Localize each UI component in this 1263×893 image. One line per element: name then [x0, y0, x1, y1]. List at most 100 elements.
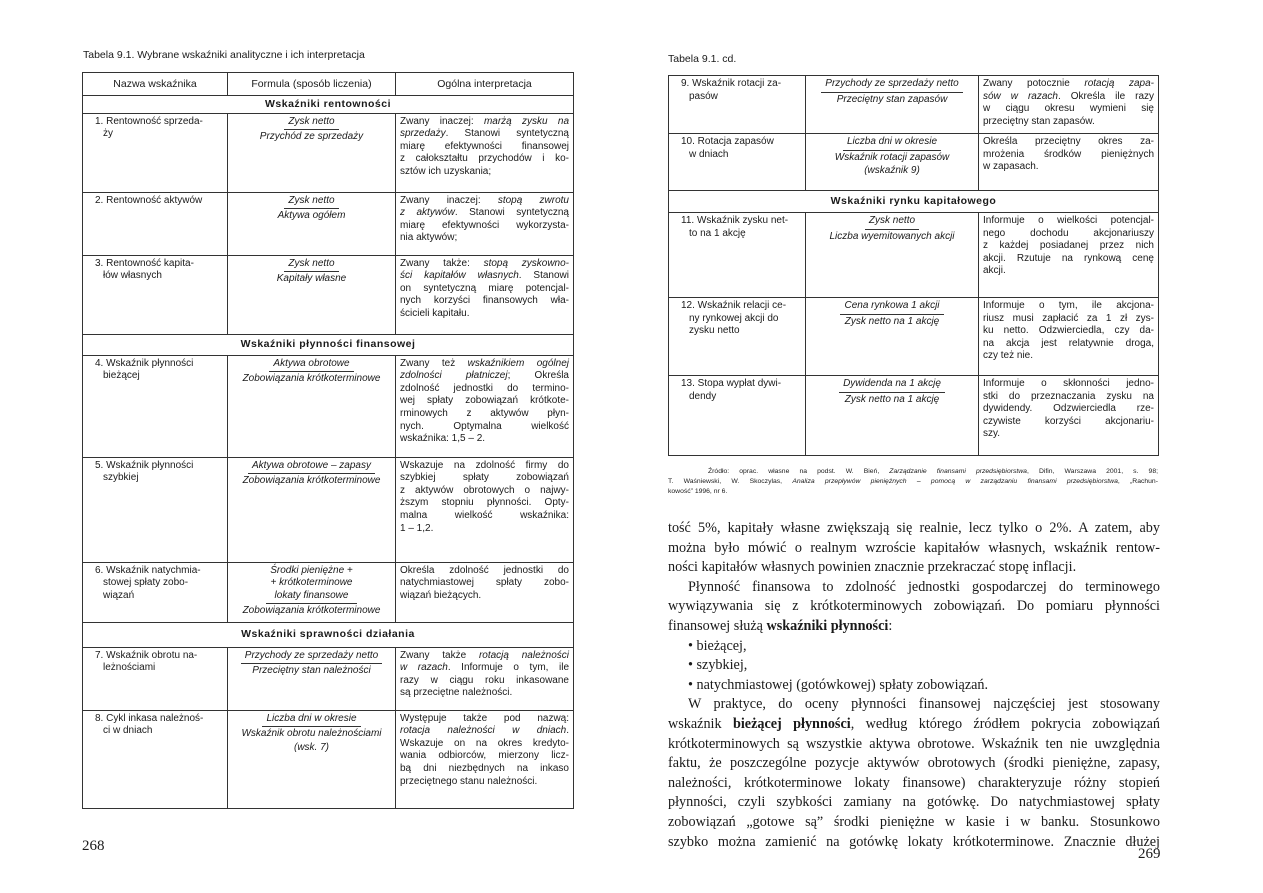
- indicator-name: 4. Wskaźnik płynności bieżącej: [82, 354, 228, 458]
- formula-denominator: Zysk netto na 1 akcję: [844, 315, 940, 327]
- formula: Aktywa obrotowe – zapasy Zobowiązania kró…: [227, 456, 396, 563]
- italic-text: rotacją zapa-: [1084, 78, 1154, 89]
- section-row: Wskaźniki rynku kapitałowego: [668, 190, 1159, 213]
- interpretation-line: stki do przeznaczania zysku na: [983, 390, 1154, 402]
- interpretation-line: w zapasach.: [983, 161, 1039, 173]
- interpretation-line: sztów ich uzyskania;: [400, 165, 492, 177]
- indicators-table-continued: 9. Wskaźnik rotacji za-pasów Przychody ze…: [668, 75, 1159, 456]
- formula-numerator: Dywidenda na 1 akcję: [839, 378, 945, 393]
- table-row: 12. Wskaźnik relacji ce-ny rynkowej akcj…: [668, 297, 1159, 376]
- formula: Zysk netto Liczba wyemitowanych akcji: [805, 212, 979, 298]
- column-header-interpretation: Ogólna interpretacja: [395, 72, 574, 96]
- section-heading: Wskaźniki płynności finansowej: [82, 333, 574, 356]
- table-row: 3. Rentowność kapita-łów własnych Zysk ne…: [82, 254, 574, 335]
- interpretation-line: razy w ciągu roku inkasowane: [400, 674, 569, 686]
- interpretation-line: wania odbiorców, mierzony licz-: [400, 750, 569, 762]
- formula: Przychody ze sprzedaży netto Przeciętny s…: [805, 75, 979, 134]
- name-line: zysku netto: [689, 325, 740, 337]
- text-line: • bieżącej,: [688, 637, 747, 654]
- name-line: 6. Wskaźnik natychmia-: [95, 564, 201, 576]
- table-row: 11. Wskaźnik zysku net-to na 1 akcję Zysk…: [668, 212, 1159, 298]
- text-line: wywiązywania się z krótkoterminowych zob…: [668, 598, 1160, 615]
- italic-text: sprzedaży: [400, 128, 446, 140]
- formula-numerator: Przychody ze sprzedaży netto: [821, 78, 963, 93]
- interpretation-line: ścicieli kapitału.: [400, 307, 470, 319]
- interpretation-line: Zwany także: stopą zyskowno-: [400, 257, 569, 269]
- formula-denominator: Wskaźnik obrotu należnościami: [241, 728, 382, 740]
- interpretation: Zwany też wskaźnikiem ogólnej zdolności p…: [395, 354, 574, 458]
- formula-note: (wsk. 7): [294, 741, 329, 753]
- interpretation-line: Zwany inaczej: marżą zysku na: [400, 115, 570, 127]
- source-line: Źródło: oprac. własne na podst. W. Bień,…: [708, 468, 1158, 475]
- interpretation-line: on syntetyczną miarę potencjal-: [400, 282, 569, 294]
- name-line: szybkiej: [103, 472, 139, 484]
- italic-text: stopą zwrotu: [497, 194, 569, 206]
- interpretation-line: wej spłaty zobowiązań krótkote-: [400, 395, 569, 407]
- interpretation-line: dywidendy. Odzwierciedla rze-: [983, 403, 1154, 415]
- formula-denominator: Zobowiązania krótkoterminowe: [242, 475, 381, 487]
- formula-denominator: Zysk netto na 1 akcję: [844, 393, 940, 405]
- formula-numerator: Cena rynkowa 1 akcji: [840, 300, 944, 315]
- interpretation-line: wskaźnika: 1,5 – 2.: [400, 433, 486, 445]
- source-line: T. Waśniewski, W. Skoczylas, Analiza prz…: [668, 478, 1158, 485]
- indicator-name: 12. Wskaźnik relacji ce-ny rynkowej akcj…: [668, 297, 806, 376]
- formula: Zysk netto Kapitały własne: [227, 254, 396, 335]
- indicator-name: 10. Rotacja zapasów w dniach: [668, 133, 806, 191]
- section-row: Wskaźniki rentowności: [82, 95, 574, 114]
- interpretation-line: Informuje o wielkości potencjal-: [983, 215, 1154, 226]
- interpretation-line: w ciągu okresu wymieni się: [983, 103, 1154, 115]
- column-header-name: Nazwa wskaźnika: [82, 72, 228, 96]
- formula-denominator: Przeciętny stan należności: [252, 665, 371, 677]
- text-line: finansowej służą wskaźniki płynności:: [668, 617, 893, 634]
- interpretation-line: Zwany także rotacją należności: [400, 649, 569, 661]
- indicator-name: 3. Rentowność kapita-łów własnych: [82, 254, 228, 335]
- interpretation-line: sprzedaży. Stanowi syntetyczną: [400, 128, 569, 140]
- name-line: 8. Cykl inkasa należnoś-: [95, 712, 204, 724]
- text-line: należności, krótkoterminowe lokaty finan…: [668, 774, 1160, 791]
- formula-numerator: Liczba dni w okresie: [842, 136, 942, 151]
- text-line: • natychmiastowej (gotówkowej) spłaty zo…: [688, 676, 989, 693]
- interpretation-line: miarę efektywności finansowej: [400, 140, 569, 152]
- formula-numerator: Zysk netto: [284, 195, 339, 210]
- indicator-name: 7. Wskaźnik obrotu na-leżnościami: [82, 646, 228, 711]
- interpretation: Zwany inaczej: marżą zysku na sprzedaży. …: [395, 112, 574, 193]
- name-line: 13. Stopa wypłat dywi-: [681, 378, 782, 389]
- interpretation-line: przeciętny stan zapasów.: [983, 115, 1095, 127]
- section-row: Wskaźniki sprawności działania: [82, 621, 574, 648]
- interpretation-line: czy też nie.: [983, 350, 1034, 362]
- interpretation-line: malna wielkość wskaźnika:: [400, 509, 569, 521]
- bold-text: bieżącej płynności: [732, 715, 851, 732]
- interpretation-line: Informuje o skłonności jedno-: [983, 378, 1154, 389]
- interpretation-line: nych. Optymalna wielkość: [400, 420, 569, 432]
- name-line: 5. Wskaźnik płynności: [95, 459, 194, 471]
- section-heading: Wskaźniki rentowności: [82, 95, 574, 114]
- interpretation-line: 1 – 1,2.: [400, 522, 434, 534]
- interpretation-line: miarę efektywności wykorzysta-: [400, 219, 569, 231]
- formula-denominator: Aktywa ogółem: [277, 210, 346, 222]
- formula-numerator: Zysk netto: [284, 258, 339, 273]
- italic-text: wskaźnikiem ogólnej: [467, 357, 569, 369]
- bold-text: wskaźniki płynności: [766, 617, 889, 634]
- table-row: 10. Rotacja zapasów w dniach Liczba dni w …: [668, 133, 1159, 191]
- section-heading: Wskaźniki sprawności działania: [82, 621, 574, 648]
- name-line: pasów: [689, 90, 718, 102]
- interpretation: Zwany inaczej: stopą zwrotu z aktywów. St…: [395, 191, 574, 256]
- name-line: dendy: [689, 390, 717, 402]
- italic-text: rotacja należności w dniach: [400, 725, 567, 737]
- interpretation-line: Wskazuje na zdolność firmy do: [400, 459, 569, 471]
- formula-numerator: Zysk netto: [864, 215, 920, 230]
- name-line: leżnościami: [103, 662, 156, 674]
- formula: Liczba dni w okresie Wskaźnik obrotu nale…: [227, 709, 396, 809]
- interpretation-line: Zwany inaczej: stopą zwrotu: [400, 194, 569, 206]
- formula-denominator: Kapitały własne: [276, 273, 347, 285]
- interpretation: Informuje o skłonności jedno-stki do prz…: [978, 375, 1159, 456]
- interpretation-line: Zwany też wskaźnikiem ogólnej: [400, 357, 569, 369]
- indicator-name: 6. Wskaźnik natychmia-stowej spłaty zobo…: [82, 561, 228, 623]
- name-line: 11. Wskaźnik zysku net-: [681, 215, 789, 226]
- table-row: 6. Wskaźnik natychmia-stowej spłaty zobo…: [82, 561, 574, 623]
- name-line: stowej spłaty zobo-: [103, 577, 189, 589]
- interpretation-line: ku netto. Odzwierciedla, czy da-: [983, 325, 1154, 337]
- formula: Aktywa obrotowe Zobowiązania krótkotermin…: [227, 354, 396, 458]
- interpretation: Informuje o wielkości potencjal-nego doc…: [978, 212, 1159, 298]
- table-row: 2. Rentowność aktywów Zysk netto Aktywa og…: [82, 191, 574, 256]
